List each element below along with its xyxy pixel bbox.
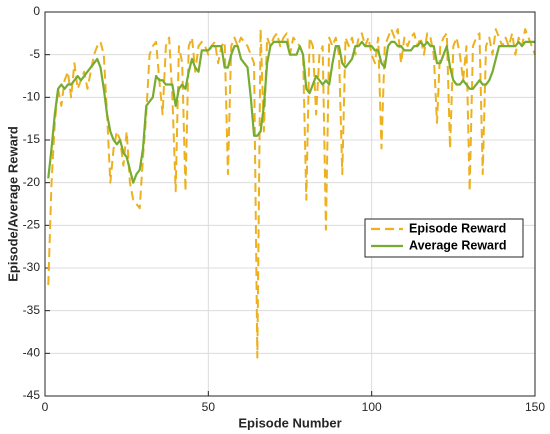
legend: Episode Reward Average Reward: [364, 218, 524, 258]
y-tick-label: -5: [29, 47, 40, 61]
legend-box: [364, 218, 524, 258]
y-tick-label: -25: [23, 218, 41, 232]
series-line: [47, 40, 535, 184]
x-axis-title: Episode Number: [238, 415, 341, 430]
y-tick-label: -35: [23, 303, 41, 317]
x-tick-label: 100: [362, 400, 382, 414]
plot-frame: [44, 11, 536, 397]
x-tick-label: 150: [525, 400, 545, 414]
y-axis-title: Episode/Average Reward: [5, 126, 20, 282]
y-tick-label: -45: [23, 388, 41, 402]
y-tick-label: -40: [23, 346, 41, 360]
y-tick-label: -10: [23, 90, 41, 104]
series-line: [47, 28, 536, 359]
y-tick-label: -20: [23, 175, 41, 189]
x-tick-label: 0: [42, 400, 49, 414]
y-tick-label: 0: [33, 4, 40, 18]
y-tick-label: -15: [23, 132, 41, 146]
legend-label: Average Reward: [409, 238, 507, 252]
y-tick-label: -30: [23, 260, 41, 274]
legend-label: Episode Reward: [409, 221, 506, 235]
x-tick-label: 50: [202, 400, 216, 414]
